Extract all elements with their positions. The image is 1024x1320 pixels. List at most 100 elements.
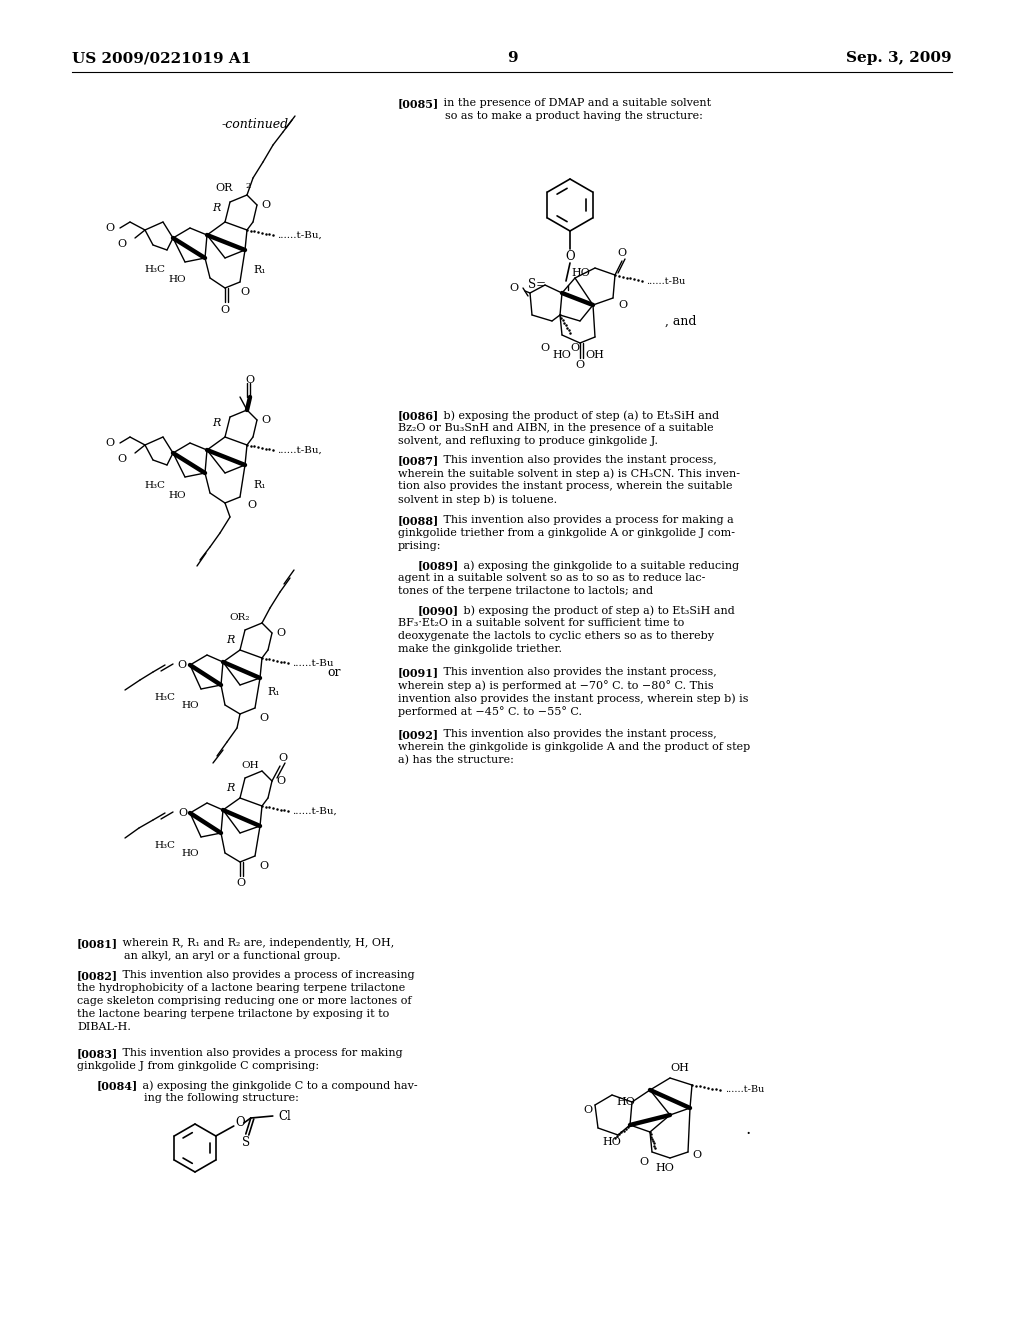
Text: R: R (226, 783, 234, 793)
Text: solvent in step b) is toluene.: solvent in step b) is toluene. (398, 494, 557, 504)
Text: O: O (279, 752, 288, 763)
Text: This invention also provides a process for making a: This invention also provides a process f… (433, 515, 734, 525)
Text: ginkgolide J from ginkgolide C comprising:: ginkgolide J from ginkgolide C comprisin… (77, 1061, 319, 1071)
Text: [0085]: [0085] (398, 98, 439, 110)
Text: R₁: R₁ (253, 480, 265, 490)
Text: O: O (575, 360, 585, 370)
Text: O: O (617, 248, 627, 257)
Text: wherein R, R₁ and R₂ are, independently, H, OH,: wherein R, R₁ and R₂ are, independently,… (112, 939, 394, 948)
Text: S=: S= (528, 279, 546, 292)
Text: H₃C: H₃C (144, 480, 166, 490)
Text: O: O (639, 1158, 648, 1167)
Text: .: . (745, 1122, 751, 1138)
Text: [0084]: [0084] (97, 1080, 138, 1092)
Text: Sep. 3, 2009: Sep. 3, 2009 (847, 51, 952, 65)
Text: O: O (118, 454, 127, 465)
Text: OH: OH (586, 350, 604, 360)
Text: HO: HO (553, 350, 571, 360)
Text: US 2009/0221019 A1: US 2009/0221019 A1 (72, 51, 251, 65)
Text: [0088]: [0088] (398, 515, 439, 525)
Text: make the ginkgolide triether.: make the ginkgolide triether. (398, 644, 562, 653)
Text: O: O (247, 500, 256, 510)
Text: cage skeleton comprising reducing one or more lactones of: cage skeleton comprising reducing one or… (77, 997, 412, 1006)
Text: an alkyl, an aryl or a functional group.: an alkyl, an aryl or a functional group. (124, 950, 341, 961)
Text: wherein the suitable solvent in step a) is CH₃CN. This inven-: wherein the suitable solvent in step a) … (398, 469, 740, 479)
Text: DIBAL-H.: DIBAL-H. (77, 1022, 131, 1032)
Text: ginkgolide triether from a ginkgolide A or ginkgolide J com-: ginkgolide triether from a ginkgolide A … (398, 528, 735, 539)
Text: H₃C: H₃C (155, 842, 175, 850)
Text: agent in a suitable solvent so as to so as to reduce lac-: agent in a suitable solvent so as to so … (398, 573, 706, 583)
Text: ......t-Bu,: ......t-Bu, (292, 807, 337, 816)
Text: wherein step a) is performed at −70° C. to −80° C. This: wherein step a) is performed at −70° C. … (398, 680, 714, 690)
Text: -continued: -continued (221, 117, 289, 131)
Text: O: O (583, 1105, 592, 1115)
Text: This invention also provides the instant process,: This invention also provides the instant… (433, 455, 717, 465)
Text: O: O (246, 375, 255, 385)
Text: a) exposing the ginkgolide to a suitable reducing: a) exposing the ginkgolide to a suitable… (453, 560, 739, 570)
Text: [0087]: [0087] (398, 455, 439, 466)
Text: O: O (178, 808, 187, 818)
Text: O: O (177, 660, 186, 671)
Text: This invention also provides a process for making: This invention also provides a process f… (112, 1048, 402, 1059)
Text: OH: OH (671, 1063, 689, 1073)
Text: O: O (259, 713, 268, 723)
Text: the lactone bearing terpene trilactone by exposing it to: the lactone bearing terpene trilactone b… (77, 1008, 389, 1019)
Text: 9: 9 (507, 51, 517, 65)
Text: a) has the structure:: a) has the structure: (398, 755, 514, 766)
Text: HO: HO (602, 1137, 622, 1147)
Text: O: O (241, 286, 250, 297)
Text: HO: HO (181, 701, 199, 710)
Text: O: O (105, 438, 115, 447)
Text: H₃C: H₃C (144, 265, 166, 275)
Text: HO: HO (168, 491, 185, 499)
Text: b) exposing the product of step a) to Et₃SiH and: b) exposing the product of step a) to Et… (453, 605, 735, 615)
Text: wherein the ginkgolide is ginkgolide A and the product of step: wherein the ginkgolide is ginkgolide A a… (398, 742, 751, 752)
Text: the hydrophobicity of a lactone bearing terpene trilactone: the hydrophobicity of a lactone bearing … (77, 983, 406, 993)
Text: invention also provides the instant process, wherein step b) is: invention also provides the instant proc… (398, 693, 749, 704)
Text: [0091]: [0091] (398, 667, 439, 678)
Text: [0082]: [0082] (77, 970, 118, 981)
Text: O: O (220, 305, 229, 315)
Text: O: O (570, 343, 580, 352)
Text: O: O (237, 878, 246, 888)
Text: O: O (234, 1117, 245, 1130)
Text: tion also provides the instant process, wherein the suitable: tion also provides the instant process, … (398, 480, 732, 491)
Text: solvent, and refluxing to produce ginkgolide J.: solvent, and refluxing to produce ginkgo… (398, 436, 658, 446)
Text: ......t-Bu,: ......t-Bu, (278, 231, 322, 239)
Text: O: O (276, 776, 285, 785)
Text: , and: , and (665, 314, 696, 327)
Text: tones of the terpene trilactone to lactols; and: tones of the terpene trilactone to lacto… (398, 586, 653, 597)
Text: ......t-Bu: ......t-Bu (646, 276, 685, 285)
Text: O: O (118, 239, 127, 249)
Text: HO: HO (571, 268, 590, 279)
Text: O: O (618, 300, 627, 310)
Text: OR: OR (216, 183, 233, 193)
Text: R₁: R₁ (253, 265, 265, 275)
Text: OR₂: OR₂ (229, 614, 250, 623)
Text: [0086]: [0086] (398, 411, 439, 421)
Text: This invention also provides a process of increasing: This invention also provides a process o… (112, 970, 415, 979)
Text: HO: HO (168, 276, 185, 285)
Text: O: O (259, 861, 268, 871)
Text: [0090]: [0090] (418, 605, 459, 616)
Text: ing the following structure:: ing the following structure: (144, 1093, 299, 1104)
Text: ......t-Bu: ......t-Bu (725, 1085, 764, 1094)
Text: Cl: Cl (279, 1110, 292, 1122)
Text: prising:: prising: (398, 541, 441, 550)
Text: R: R (226, 635, 234, 645)
Text: BF₃·Et₂O in a suitable solvent for sufficient time to: BF₃·Et₂O in a suitable solvent for suffi… (398, 618, 684, 628)
Text: b) exposing the product of step (a) to Et₃SiH and: b) exposing the product of step (a) to E… (433, 411, 719, 421)
Text: R: R (213, 203, 221, 213)
Text: O: O (105, 223, 115, 234)
Text: HO: HO (655, 1163, 675, 1173)
Text: Bz₂O or Bu₃SnH and AIBN, in the presence of a suitable: Bz₂O or Bu₃SnH and AIBN, in the presence… (398, 422, 714, 433)
Text: performed at −45° C. to −55° C.: performed at −45° C. to −55° C. (398, 706, 582, 717)
Text: HO: HO (181, 849, 199, 858)
Text: O: O (692, 1150, 701, 1160)
Text: O: O (541, 343, 550, 352)
Text: HO: HO (616, 1097, 635, 1107)
Text: R: R (213, 418, 221, 428)
Text: 2: 2 (245, 182, 250, 190)
Text: in the presence of DMAP and a suitable solvent: in the presence of DMAP and a suitable s… (433, 98, 711, 108)
Text: OH: OH (242, 762, 259, 771)
